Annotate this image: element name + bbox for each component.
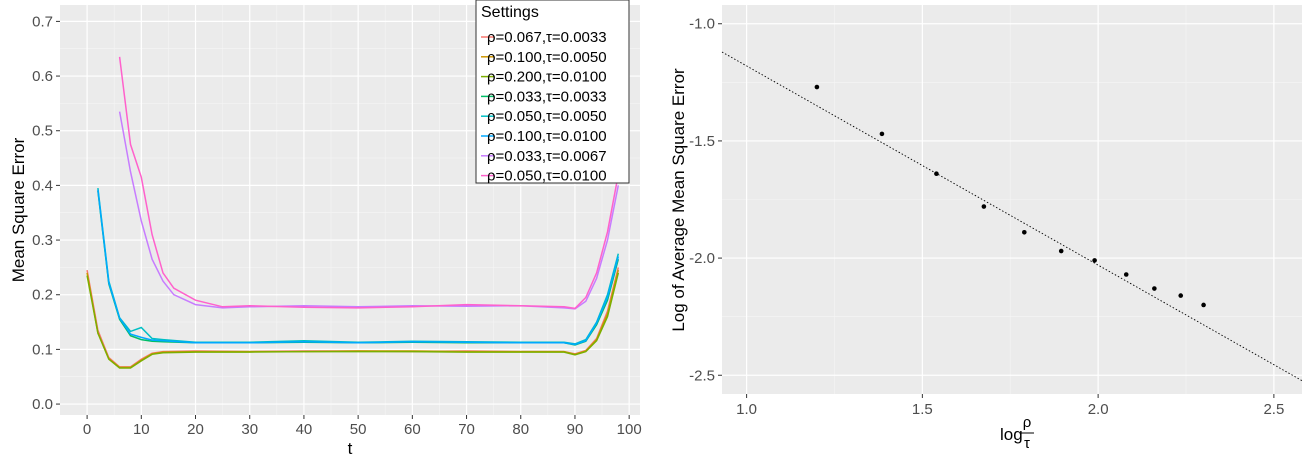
- left-chart: 0 10 20 30 40 50 60 70 80 90 100 0.0 0.1 0.2 0.3 0.4 0.5…: [9, 0, 642, 458]
- left-series-lines: [86, 56, 620, 369]
- data-point-11: [1201, 302, 1206, 308]
- right-y-axis-label: Log of Average Mean Square Error: [669, 68, 688, 332]
- left-tick-labels: 0 10 20 30 40 50 60 70 80 90 100 0.0 0.1 0.2 0.3 0.4 0.5…: [32, 13, 642, 438]
- left-x-tick-label: 20: [187, 421, 204, 438]
- data-point-8: [1123, 272, 1129, 277]
- left-x-tick-label: 30: [241, 421, 258, 438]
- left-x-tick-label: 100: [617, 421, 642, 438]
- legend-items: ρ=0.067,τ=0.0033 ρ=0.100,τ=0.0050 ρ=0.200,…: [481, 29, 607, 185]
- left-y-tick-label: 0.5: [32, 123, 53, 140]
- legend-label-8: ρ=0.050,τ=0.0100: [487, 168, 607, 185]
- right-x-axis-label: log: [1000, 425, 1023, 444]
- legend-label-2: ρ=0.100,τ=0.0050: [487, 49, 607, 66]
- data-point-6: [1058, 248, 1064, 254]
- legend-box: [475, 0, 630, 184]
- series-line-7: [118, 111, 620, 310]
- data-point-1: [814, 84, 820, 90]
- left-x-tick-label: 40: [296, 421, 313, 438]
- right-x-axis-label-denominator: τ: [1024, 435, 1030, 452]
- left-x-tick-label: 50: [350, 421, 367, 438]
- legend-title: Settings: [481, 4, 539, 21]
- series-line-3: [86, 272, 620, 369]
- right-y-tick-label: -1.5: [689, 133, 715, 150]
- right-chart: 1.0 1.5 2.0 2.5 -2.5 -2.0 -1.5 -1.0 log ρ τ Log…: [669, 5, 1303, 452]
- series-line-8: [118, 56, 620, 310]
- left-x-tick-label: 90: [567, 421, 584, 438]
- left-y-tick-label: 0.4: [32, 177, 53, 194]
- legend-label-1: ρ=0.067,τ=0.0033: [487, 29, 607, 46]
- legend-label-7: ρ=0.033,τ=0.0067: [487, 148, 607, 165]
- left-y-tick-label: 0.1: [32, 341, 53, 358]
- data-point-4: [981, 204, 987, 209]
- left-y-tick-label: 0.2: [32, 287, 53, 304]
- data-point-5: [1022, 230, 1027, 235]
- fit-line: [721, 51, 1303, 382]
- data-point-9: [1152, 286, 1157, 291]
- left-y-tick-label: 0.7: [32, 13, 53, 30]
- legend-label-5: ρ=0.050,τ=0.0050: [487, 108, 607, 125]
- right-points: [814, 84, 1206, 308]
- data-point-3: [934, 171, 939, 177]
- left-y-tick-label: 0.3: [32, 232, 53, 249]
- left-y-tick-label: 0.6: [32, 68, 53, 85]
- data-point-7: [1092, 258, 1097, 263]
- right-tick-labels: 1.0 1.5 2.0 2.5 -2.5 -2.0 -1.5 -1.0: [689, 16, 1284, 418]
- legend-label-4: ρ=0.033,τ=0.0033: [487, 88, 607, 105]
- legend-label-6: ρ=0.100,τ=0.0100: [487, 128, 607, 145]
- data-point-2: [879, 131, 885, 137]
- right-y-tick-label: -1.0: [689, 16, 715, 33]
- right-gridlines: [722, 5, 1302, 394]
- left-x-tick-label: 60: [404, 421, 421, 438]
- series-line-6: [97, 189, 620, 346]
- right-x-tick-label: 1.5: [912, 401, 933, 418]
- left-x-axis-label: t: [348, 439, 353, 458]
- right-y-tick-label: -2.5: [689, 367, 715, 384]
- right-x-tick-label: 1.0: [736, 401, 757, 418]
- left-y-axis-label: Mean Square Error: [9, 137, 28, 282]
- left-x-tick-label: 80: [512, 421, 529, 438]
- left-y-tick-label: 0.0: [32, 396, 53, 413]
- right-x-tick-label: 2.0: [1088, 401, 1109, 418]
- left-x-tick-label: 70: [458, 421, 475, 438]
- left-x-tick-label: 0: [83, 421, 91, 438]
- regression-line: [721, 51, 1303, 382]
- right-x-axis-label-numerator: ρ: [1023, 414, 1032, 431]
- right-y-tick-label: -2.0: [689, 250, 715, 267]
- left-x-tick-label: 10: [133, 421, 150, 438]
- legend-label-3: ρ=0.200,τ=0.0100: [487, 69, 607, 86]
- legend: Settings ρ=0.067,τ=0.0033 ρ=0.100,τ=0.005…: [475, 0, 630, 185]
- data-point-10: [1178, 293, 1184, 298]
- right-x-tick-label: 2.5: [1263, 401, 1284, 418]
